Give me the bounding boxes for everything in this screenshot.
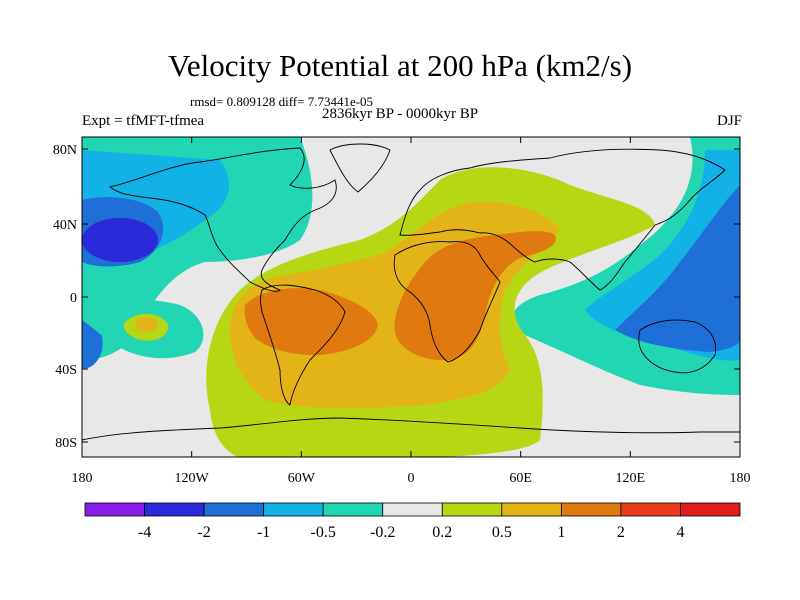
- colorbar-swatch: [501, 502, 562, 517]
- colorbar-label: 0.2: [432, 524, 452, 541]
- colorbar-swatch: [263, 502, 324, 517]
- map-title: Velocity Potential at 200 hPa (km2/s): [167, 48, 633, 83]
- negative-region-eastern-3: [615, 185, 740, 352]
- colorbar-swatch: [560, 502, 622, 517]
- colorbar-swatch: [144, 502, 205, 517]
- colorbar-swatch: [322, 502, 384, 517]
- colorbar-swatch: [441, 502, 503, 517]
- colorbar-swatch: [84, 502, 145, 517]
- lon-label: 120E: [616, 471, 646, 486]
- colorbar-swatch: [203, 502, 265, 517]
- period-label: 2836kyr BP - 0000kyr BP: [321, 106, 479, 122]
- colorbar-label: 0.5: [492, 524, 512, 541]
- experiment-label: Expt = tfMFT-tfmea: [82, 113, 205, 129]
- colorbar-swatch: [382, 502, 443, 517]
- stats-subtitle: rmsd= 0.809128 diff= 7.73441e-05: [190, 94, 374, 109]
- lon-label: 60E: [509, 471, 532, 486]
- contour-field: [82, 137, 740, 457]
- lat-label: 80N: [53, 143, 77, 158]
- colorbar-label: 2: [617, 524, 625, 541]
- coast-south-america: [260, 284, 346, 406]
- season-label: DJF: [716, 113, 742, 129]
- coast-greenland: [329, 143, 391, 193]
- colorbar-label: -1: [257, 524, 270, 541]
- colorbar-label: -2: [197, 524, 210, 541]
- lon-label: 60W: [288, 471, 316, 486]
- colorbar-label: 4: [676, 524, 684, 541]
- lat-label: 40S: [55, 363, 77, 378]
- lon-label: 120W: [175, 471, 210, 486]
- coast-australia: [638, 319, 717, 374]
- colorbar-label: -0.5: [311, 524, 336, 541]
- negative-core-pacific: [82, 218, 158, 262]
- lat-label: 40N: [53, 218, 77, 233]
- lat-label: 0: [70, 291, 77, 306]
- coastlines: [82, 143, 740, 441]
- latitude-axis: 80N 40N 0 40S 80S: [53, 143, 740, 451]
- colorbar: -4 -2 -1 -0.5 -0.2 0.2 0.5 1 2 4: [84, 502, 741, 541]
- colorbar-swatch: [680, 502, 741, 517]
- longitude-axis: 180 120W 60W 0 60E 120E 180: [72, 137, 751, 486]
- colorbar-label: -4: [138, 524, 151, 541]
- coast-antarctica: [82, 417, 740, 441]
- colorbar-swatch: [620, 502, 681, 517]
- positive-spot-pacific-core: [135, 317, 158, 333]
- lon-label: 180: [72, 471, 93, 486]
- coast-north-america: [108, 147, 337, 292]
- lon-label: 0: [408, 471, 415, 486]
- positive-core-south-america: [244, 288, 378, 356]
- colorbar-label: -0.2: [370, 524, 395, 541]
- coast-eurasia: [399, 148, 726, 291]
- lon-label: 180: [730, 471, 751, 486]
- positive-core-africa: [394, 231, 556, 361]
- coast-africa: [393, 241, 501, 363]
- lat-label: 80S: [55, 436, 77, 451]
- colorbar-label: 1: [557, 524, 565, 541]
